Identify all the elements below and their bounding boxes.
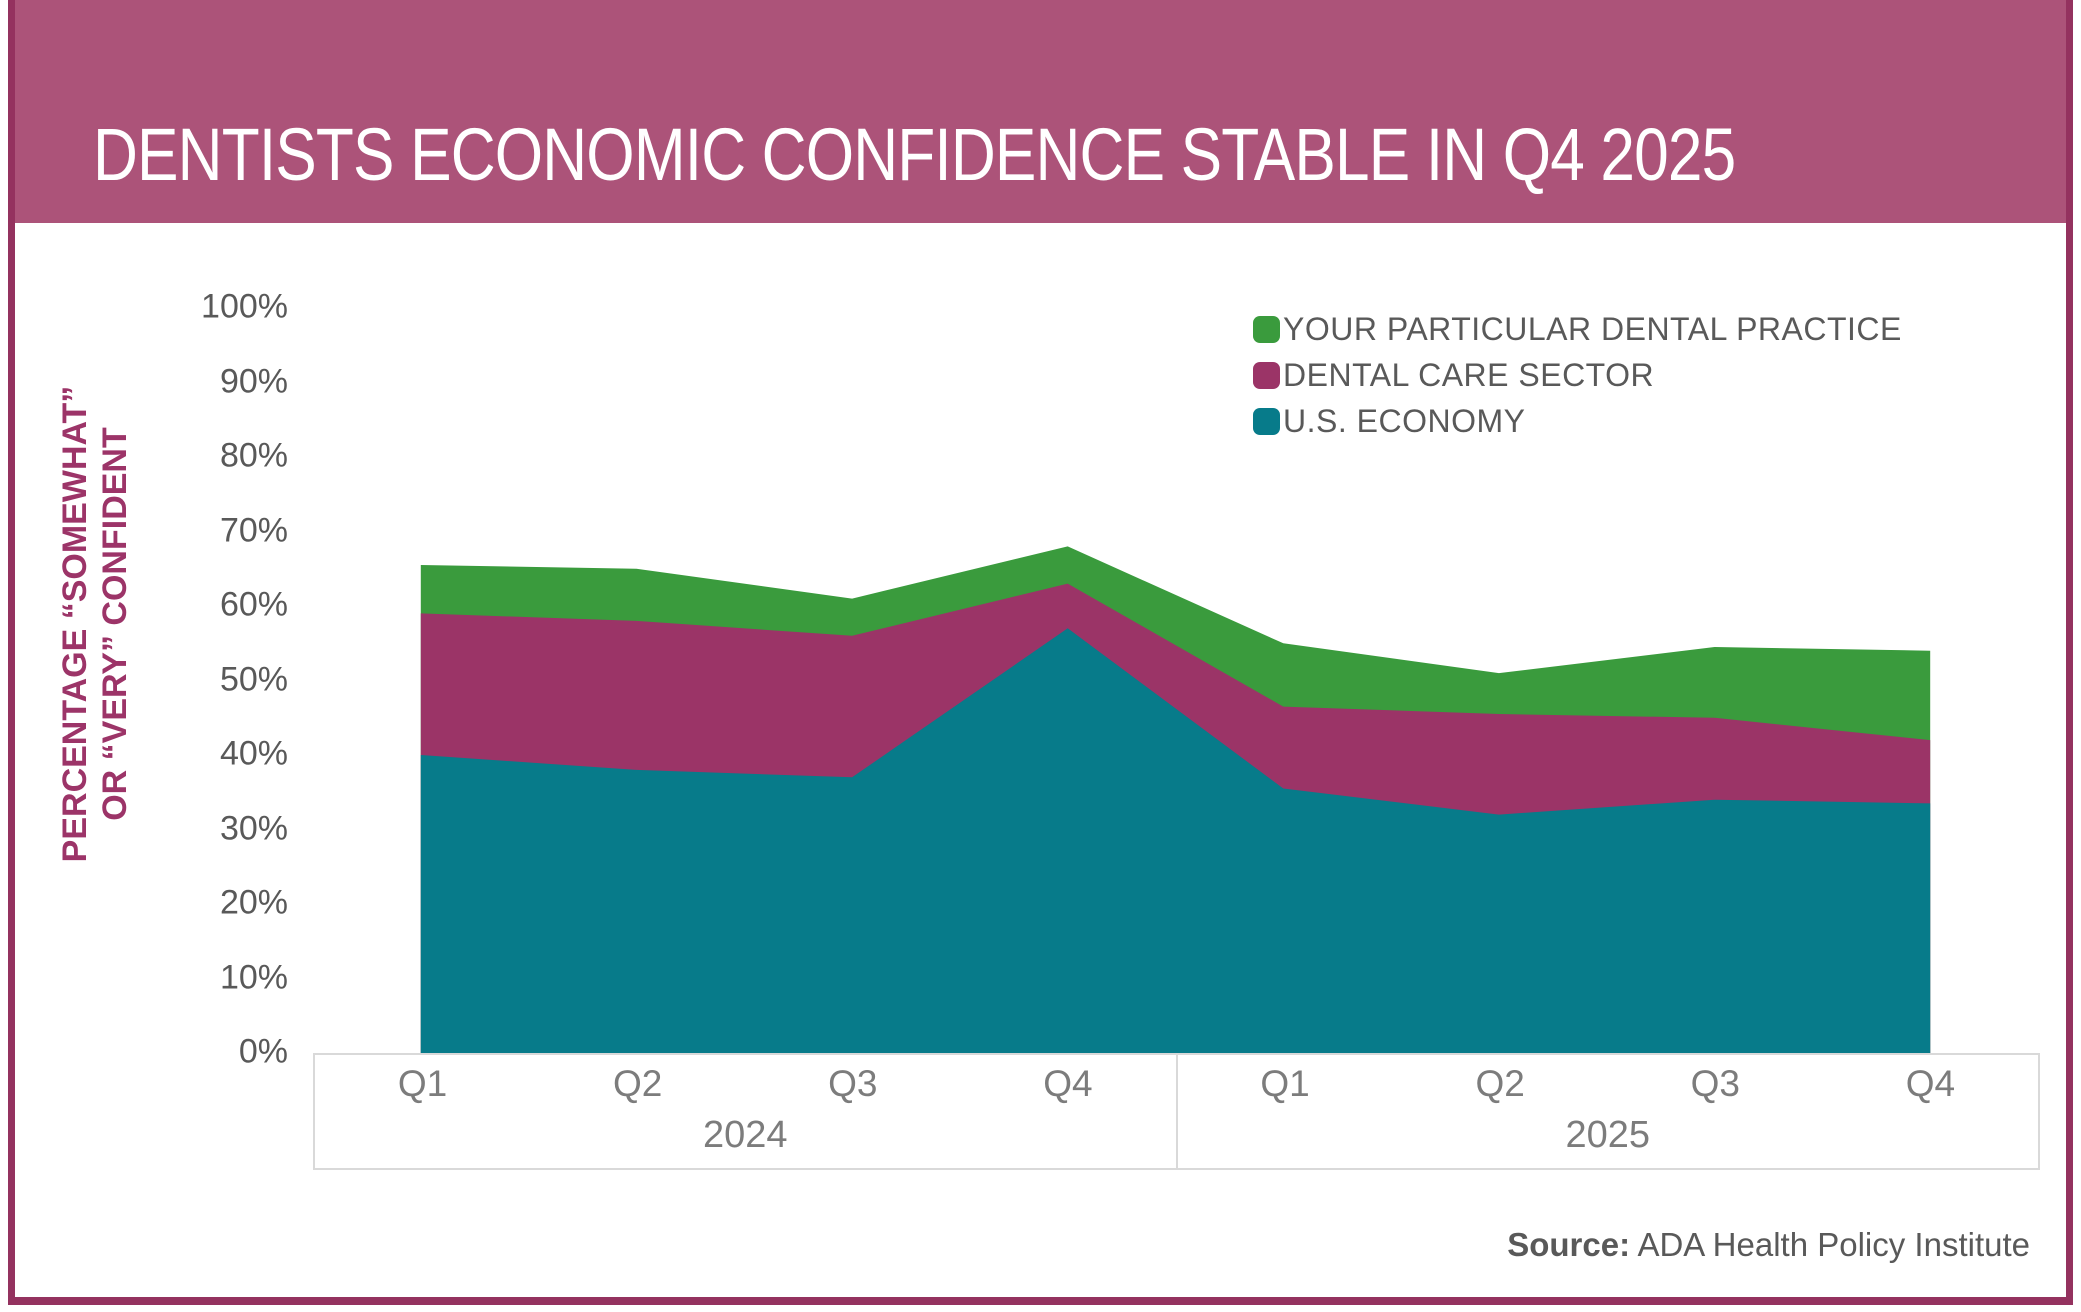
legend-swatch (1253, 407, 1280, 435)
area-series-2 (420, 628, 1931, 1053)
quarter-label: Q4 (1043, 1063, 1093, 1104)
quarter-label: Q2 (613, 1063, 663, 1104)
source-note: Source: ADA Health Policy Institute (1507, 1226, 2030, 1264)
x-axis-box: Q1 Q2 Q3 Q4 2024 Q1 Q2 Q3 Q4 2025 (313, 1053, 2040, 1170)
y-axis-title-line2: OR “VERY” CONFIDENT (96, 427, 134, 821)
legend-swatch (1253, 315, 1280, 343)
y-tick-label: 70% (219, 511, 288, 550)
legend-item: U.S. ECONOMY (1253, 398, 1902, 444)
frame-border-right (2066, 0, 2073, 1304)
y-tick-label: 20% (219, 883, 288, 922)
frame-border-left (8, 0, 15, 1304)
legend: YOUR PARTICULAR DENTAL PRACTICE DENTAL CA… (1253, 306, 1902, 444)
y-tick-label: 10% (219, 958, 288, 997)
year-section: Q1 Q2 Q3 Q4 2024 (315, 1055, 1176, 1168)
quarter-row: Q1 Q2 Q3 Q4 (1178, 1055, 2039, 1113)
y-axis-title: PERCENTAGE “SOMEWHAT” OR “VERY” CONFIDEN… (55, 324, 135, 924)
y-tick-label: 60% (219, 585, 288, 624)
frame-border-bottom (8, 1297, 2073, 1305)
legend-item: DENTAL CARE SECTOR (1253, 352, 1902, 398)
legend-label: YOUR PARTICULAR DENTAL PRACTICE (1283, 310, 1902, 347)
y-tick-label: 80% (219, 436, 288, 475)
legend-item: YOUR PARTICULAR DENTAL PRACTICE (1253, 306, 1902, 352)
y-tick-label: 30% (219, 809, 288, 848)
quarter-label: Q4 (1905, 1063, 1956, 1104)
legend-label: DENTAL CARE SECTOR (1283, 356, 1655, 393)
year-label: 2024 (702, 1114, 788, 1156)
y-tick-label: 90% (219, 362, 288, 401)
quarter-label: Q3 (828, 1063, 878, 1104)
y-tick-label: 40% (219, 734, 288, 773)
area-chart-svg (420, 546, 1931, 1053)
y-tick-label: 0% (238, 1032, 288, 1071)
source-text: ADA Health Policy Institute (1637, 1226, 2030, 1263)
quarter-row: Q1 Q2 Q3 Q4 (315, 1055, 1176, 1113)
legend-swatch (1253, 361, 1280, 389)
legend-label: U.S. ECONOMY (1283, 402, 1526, 439)
quarter-label: Q3 (1690, 1063, 1740, 1104)
chart-title: DENTISTS ECONOMIC CONFIDENCE STABLE IN Q… (93, 113, 1736, 196)
quarter-label: Q2 (1475, 1063, 1525, 1104)
year-label: 2025 (1565, 1114, 1651, 1156)
quarter-label: Q1 (1260, 1063, 1310, 1104)
y-tick-label: 100% (201, 287, 288, 326)
title-banner: DENTISTS ECONOMIC CONFIDENCE STABLE IN Q… (15, 0, 2066, 223)
year-section: Q1 Q2 Q3 Q4 2025 (1175, 1055, 2039, 1168)
y-axis-title-line1: PERCENTAGE “SOMEWHAT” (56, 385, 94, 863)
y-tick-label: 50% (219, 660, 288, 699)
quarter-label: Q1 (397, 1063, 448, 1104)
source-label: Source: (1507, 1226, 1631, 1263)
